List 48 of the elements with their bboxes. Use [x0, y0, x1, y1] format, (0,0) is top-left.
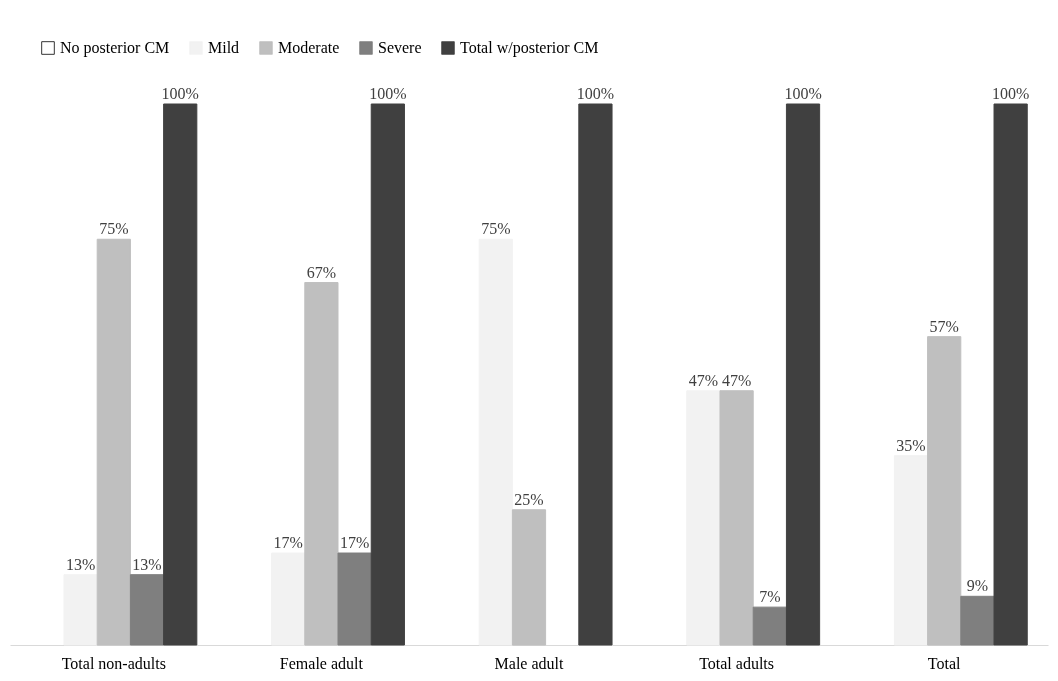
- bar: [163, 103, 198, 646]
- data-label: 100%: [991, 85, 1030, 102]
- data-label: 17%: [339, 534, 370, 552]
- bar: [511, 509, 547, 646]
- bar: [686, 390, 721, 646]
- bar: [752, 606, 787, 646]
- data-label: 100%: [161, 85, 199, 102]
- bar: [578, 103, 613, 646]
- data-label: 100%: [369, 85, 407, 102]
- bar: [993, 103, 1028, 646]
- bar: [478, 238, 513, 646]
- data-label: 47%: [721, 371, 752, 389]
- data-label: 13%: [132, 555, 162, 573]
- x-tick-label: Male adult: [494, 654, 564, 672]
- data-label: 13%: [65, 555, 96, 573]
- data-label: 17%: [273, 534, 303, 552]
- data-label: 7%: [759, 588, 781, 606]
- data-label: 75%: [99, 220, 129, 238]
- bar: [960, 595, 995, 646]
- x-tick-label: Total adults: [699, 654, 775, 672]
- bar: [893, 455, 929, 646]
- data-label: 67%: [306, 263, 337, 281]
- bar: [129, 574, 165, 646]
- data-label: 9%: [966, 577, 989, 595]
- legend-label: Mild: [208, 39, 240, 56]
- legend-label: Total w/posterior CM: [460, 39, 599, 57]
- bar: [271, 552, 306, 646]
- bar: [304, 282, 339, 646]
- x-tick-label: Female adult: [279, 654, 364, 672]
- legend-label: Moderate: [278, 39, 340, 56]
- legend-label: Severe: [378, 39, 422, 56]
- bar: [63, 574, 98, 646]
- data-label: 57%: [929, 317, 959, 335]
- bar: [785, 103, 821, 646]
- data-label: 35%: [896, 436, 926, 454]
- legend-label: No posterior CM: [60, 39, 170, 57]
- bar: [370, 103, 405, 646]
- x-tick-label: Total: [927, 654, 962, 672]
- bar: [927, 336, 962, 646]
- data-label: 25%: [514, 490, 544, 508]
- data-label: 47%: [688, 371, 719, 389]
- bar: [719, 390, 754, 646]
- data-label: 75%: [481, 220, 511, 238]
- data-label: 100%: [784, 85, 822, 102]
- bar: [337, 552, 372, 646]
- data-label: 100%: [576, 85, 615, 102]
- bar: [96, 238, 131, 646]
- x-tick-label: Total non-adults: [61, 654, 166, 672]
